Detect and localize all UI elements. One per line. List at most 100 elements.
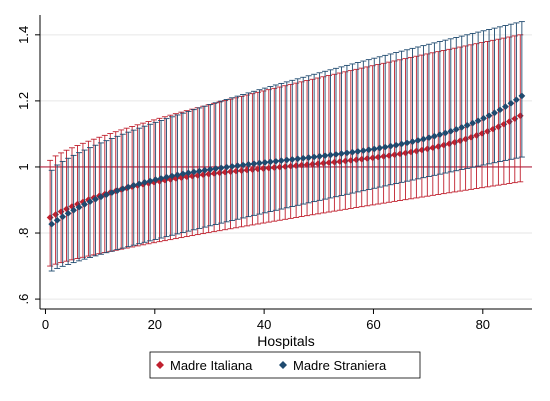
point-marker [458,123,466,131]
point-marker [392,141,400,149]
point-marker [256,159,263,167]
point-marker [261,159,269,166]
y-tick-label: 1.2 [16,92,31,110]
point-marker [97,193,105,201]
x-axis-label: Hospitals [257,333,315,349]
point-marker [195,167,203,175]
point-marker [199,171,207,179]
point-marker [245,160,252,168]
series-madre-straniera [48,21,526,272]
point-marker [352,156,360,164]
point-marker [210,170,218,177]
point-marker [507,99,515,107]
point-marker [327,151,334,159]
point-marker [370,145,378,153]
x-tick-label: 20 [148,317,162,332]
y-tick-label: 1.4 [16,26,31,44]
legend-label: Madre Italiana [170,358,253,373]
point-marker [338,150,345,158]
legend-marker [156,361,164,369]
point-marker [436,131,444,139]
point-marker [270,164,278,171]
point-marker [320,159,327,167]
point-marker [463,121,471,129]
point-marker [343,149,351,157]
point-marker [190,168,198,176]
point-marker [480,114,487,122]
point-marker [188,172,196,180]
point-marker [239,161,247,169]
point-marker [141,178,149,186]
x-tick-label: 80 [476,317,490,332]
point-marker [321,152,329,160]
point-marker [130,182,138,189]
point-marker [48,220,56,228]
point-marker [212,165,220,173]
point-marker [387,142,395,150]
point-marker [267,158,274,166]
point-marker [358,155,366,163]
point-marker [434,143,442,150]
point-marker [376,144,384,152]
point-marker [359,147,367,155]
point-marker [420,135,427,143]
point-marker [485,112,493,120]
point-marker [277,157,285,165]
point-marker [447,127,455,135]
point-marker [135,180,143,188]
point-marker [157,174,165,182]
point-marker [75,203,83,211]
point-marker [440,141,448,149]
legend-marker [279,361,287,369]
point-marker [314,160,322,168]
point-marker [381,143,389,151]
point-marker [250,160,258,168]
point-marker [185,169,192,177]
point-marker [53,216,61,224]
point-marker [511,115,519,123]
point-marker [238,167,245,174]
point-marker [74,200,81,208]
y-tick-label: 1 [16,163,31,170]
point-marker [168,172,176,180]
point-marker [234,162,241,170]
point-marker [484,127,491,135]
point-marker [124,183,132,191]
point-marker [502,103,509,111]
point-marker [316,152,323,160]
point-marker [452,125,460,133]
point-marker [398,140,405,148]
point-marker [92,195,99,203]
point-marker [396,150,404,158]
point-marker [108,189,116,197]
point-marker [283,156,291,164]
x-tick-label: 40 [257,317,271,332]
point-marker [288,156,296,163]
point-marker [469,119,477,127]
point-marker [272,157,280,165]
point-marker [276,163,284,171]
point-marker [310,153,318,161]
point-marker [403,139,411,147]
point-marker [305,154,313,161]
axes: .6 .8 1 1.2 1.4 0 20 40 60 80 [16,15,532,332]
point-marker [63,205,70,213]
point-marker [163,173,170,181]
point-marker [119,185,127,193]
point-marker [441,129,449,137]
point-marker [81,201,88,208]
point-marker [179,170,187,178]
point-marker [309,160,316,168]
point-marker [365,146,373,154]
x-tick-label: 0 [42,317,49,332]
point-marker [473,132,480,139]
point-marker [64,209,72,217]
point-marker [518,92,526,100]
point-marker [474,117,482,125]
point-marker [391,151,398,159]
point-marker [299,154,307,162]
point-marker [414,137,422,144]
x-tick-label: 60 [366,317,380,332]
point-marker [294,155,302,163]
point-marker [86,198,94,206]
